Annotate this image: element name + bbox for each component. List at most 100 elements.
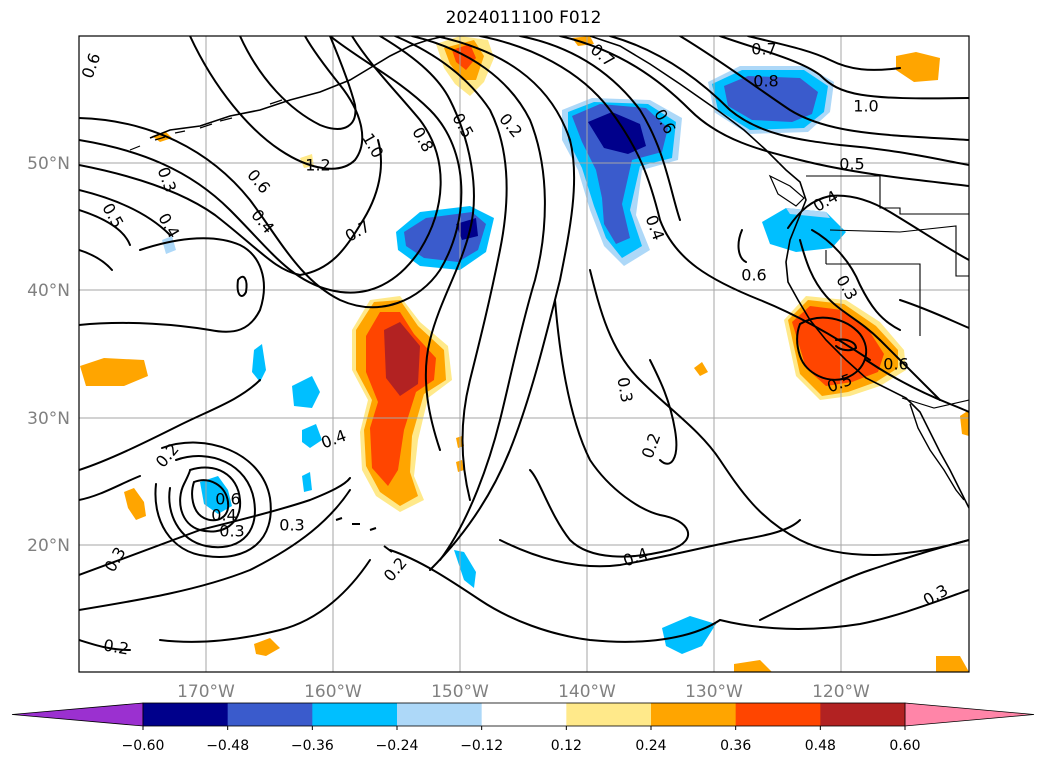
contour-label: 0.3 bbox=[219, 522, 244, 541]
contour-line bbox=[719, 36, 969, 100]
contour-label: 1.2 bbox=[305, 156, 330, 175]
contour-label: 0.6 bbox=[741, 266, 766, 285]
colorbar-swatch bbox=[312, 703, 398, 726]
contour-label: 0.3 bbox=[154, 164, 181, 194]
colorbar-tick-label: −0.12 bbox=[460, 738, 503, 754]
contour-line bbox=[747, 36, 901, 71]
mexico-border bbox=[901, 397, 969, 409]
contour-line bbox=[429, 36, 576, 571]
contour-label: 0.4 bbox=[620, 544, 650, 571]
contour-label: 0.6 bbox=[243, 166, 274, 198]
colorbar-swatch bbox=[143, 703, 229, 726]
negative-anomaly-small-5 bbox=[302, 472, 312, 492]
contour-line bbox=[79, 237, 265, 333]
contour-label: 0.2 bbox=[638, 430, 665, 460]
colorbar-tick-label: 0.36 bbox=[720, 738, 751, 754]
colorbar-tick-label: 0.12 bbox=[551, 738, 582, 754]
contour-line bbox=[79, 209, 131, 246]
aleutian-islands bbox=[129, 99, 283, 151]
colorbar-frame bbox=[142, 702, 906, 727]
lon-tick-label: 150°W bbox=[431, 682, 489, 702]
contour-label: 0.8 bbox=[408, 124, 437, 156]
alaska-panhandle-coast bbox=[589, 36, 969, 509]
lon-tick-labels: 170°W 160°W 150°W 140°W 130°W 120°W bbox=[177, 682, 870, 702]
contour-line bbox=[154, 441, 272, 558]
negative-anomaly-pacific-nw-halo bbox=[786, 208, 830, 218]
colorbar-swatch bbox=[566, 703, 652, 726]
colorbar-swatch bbox=[227, 703, 313, 726]
coastlines bbox=[129, 36, 969, 553]
state-border-wa-or bbox=[829, 225, 969, 277]
contour-line bbox=[796, 316, 868, 381]
contour-line bbox=[79, 36, 463, 309]
positive-anomaly-subtropical-core bbox=[384, 322, 420, 396]
contour-label: 0.6 bbox=[78, 50, 105, 80]
contour-line bbox=[236, 275, 248, 297]
colorbar-extend-min bbox=[11, 702, 144, 727]
lon-tick-label: 120°W bbox=[812, 682, 870, 702]
state-border-ca bbox=[825, 250, 921, 336]
contour-label: 0.5 bbox=[839, 155, 864, 174]
lat-tick-label: 30°N bbox=[27, 409, 70, 429]
lat-tick-label: 40°N bbox=[27, 281, 70, 301]
negative-anomaly-small-1 bbox=[292, 376, 320, 408]
hawaii-islands bbox=[335, 517, 393, 553]
contour-line bbox=[239, 36, 357, 130]
contour-line bbox=[799, 239, 941, 401]
lat-tick-label: 20°N bbox=[27, 536, 70, 556]
contour-label: 0.7 bbox=[342, 217, 374, 246]
negative-anomaly-south-2 bbox=[454, 550, 476, 588]
lon-tick-label: 140°W bbox=[558, 682, 616, 702]
lat-tick-labels: 50°N 40°N 30°N 20°N bbox=[27, 154, 70, 556]
contour-line bbox=[299, 139, 382, 276]
contour-line bbox=[79, 639, 131, 651]
graticule bbox=[79, 36, 969, 672]
colorbar: −0.60 −0.48 −0.36 −0.24 −0.12 0.12 0.24 0.36 0.4… bbox=[11, 702, 1035, 754]
contour-lines bbox=[79, 36, 969, 651]
contour-label: 0.6 bbox=[215, 490, 240, 509]
contour-line bbox=[479, 36, 871, 361]
contour-line bbox=[79, 475, 141, 501]
contour-line bbox=[649, 359, 678, 465]
plot-frame bbox=[78, 35, 970, 673]
contour-label: 1.0 bbox=[853, 97, 878, 116]
lon-tick-label: 170°W bbox=[177, 682, 235, 702]
negative-anomaly-north-pacific-inner bbox=[456, 218, 478, 240]
contour-label: 0.2 bbox=[380, 554, 411, 586]
colorbar-tick-label: −0.48 bbox=[206, 738, 249, 754]
positive-anomaly-south-3 bbox=[936, 656, 969, 672]
colorbar-tick-label: 0.60 bbox=[889, 738, 920, 754]
positive-anomaly-small-1 bbox=[124, 488, 146, 520]
contour-line bbox=[189, 36, 364, 170]
contour-label: 0.3 bbox=[613, 376, 636, 404]
shaded-anomalies bbox=[80, 36, 969, 672]
contour-line bbox=[79, 249, 113, 271]
contour-label: 0.3 bbox=[101, 544, 130, 576]
contour-line bbox=[79, 189, 171, 236]
colorbar-swatch bbox=[397, 703, 483, 726]
contour-line bbox=[159, 559, 371, 643]
contour-label: 0.3 bbox=[279, 516, 304, 535]
contour-label: 0.7 bbox=[751, 40, 776, 59]
contour-line bbox=[737, 229, 747, 263]
colorbar-swatch bbox=[651, 703, 737, 726]
lon-tick-label: 130°W bbox=[685, 682, 743, 702]
negative-anomaly-low-center bbox=[200, 476, 232, 514]
contour-line bbox=[168, 455, 256, 549]
negative-anomaly-ne-pacific-core bbox=[724, 76, 818, 122]
contour-line bbox=[394, 36, 508, 501]
colorbar-swatch bbox=[735, 703, 821, 726]
us-canada-border bbox=[806, 175, 969, 215]
negative-anomaly-pacific-nw bbox=[762, 208, 846, 252]
contour-label: 0.4 bbox=[318, 426, 348, 453]
contour-line bbox=[389, 549, 721, 643]
contour-label: 0.5 bbox=[448, 110, 477, 142]
contour-line bbox=[179, 466, 242, 533]
baja-coast bbox=[909, 403, 965, 501]
lon-tick-label: 160°W bbox=[304, 682, 362, 702]
colorbar-swatch bbox=[820, 703, 906, 726]
contour-line bbox=[589, 269, 969, 556]
positive-anomaly-south-1 bbox=[254, 638, 280, 656]
map-plot-area: 0.6 0.3 0.5 0.4 0.6 0.4 1.2 1.0 0.7 0.8 0.5 0.2 0.7 0… bbox=[78, 36, 969, 672]
